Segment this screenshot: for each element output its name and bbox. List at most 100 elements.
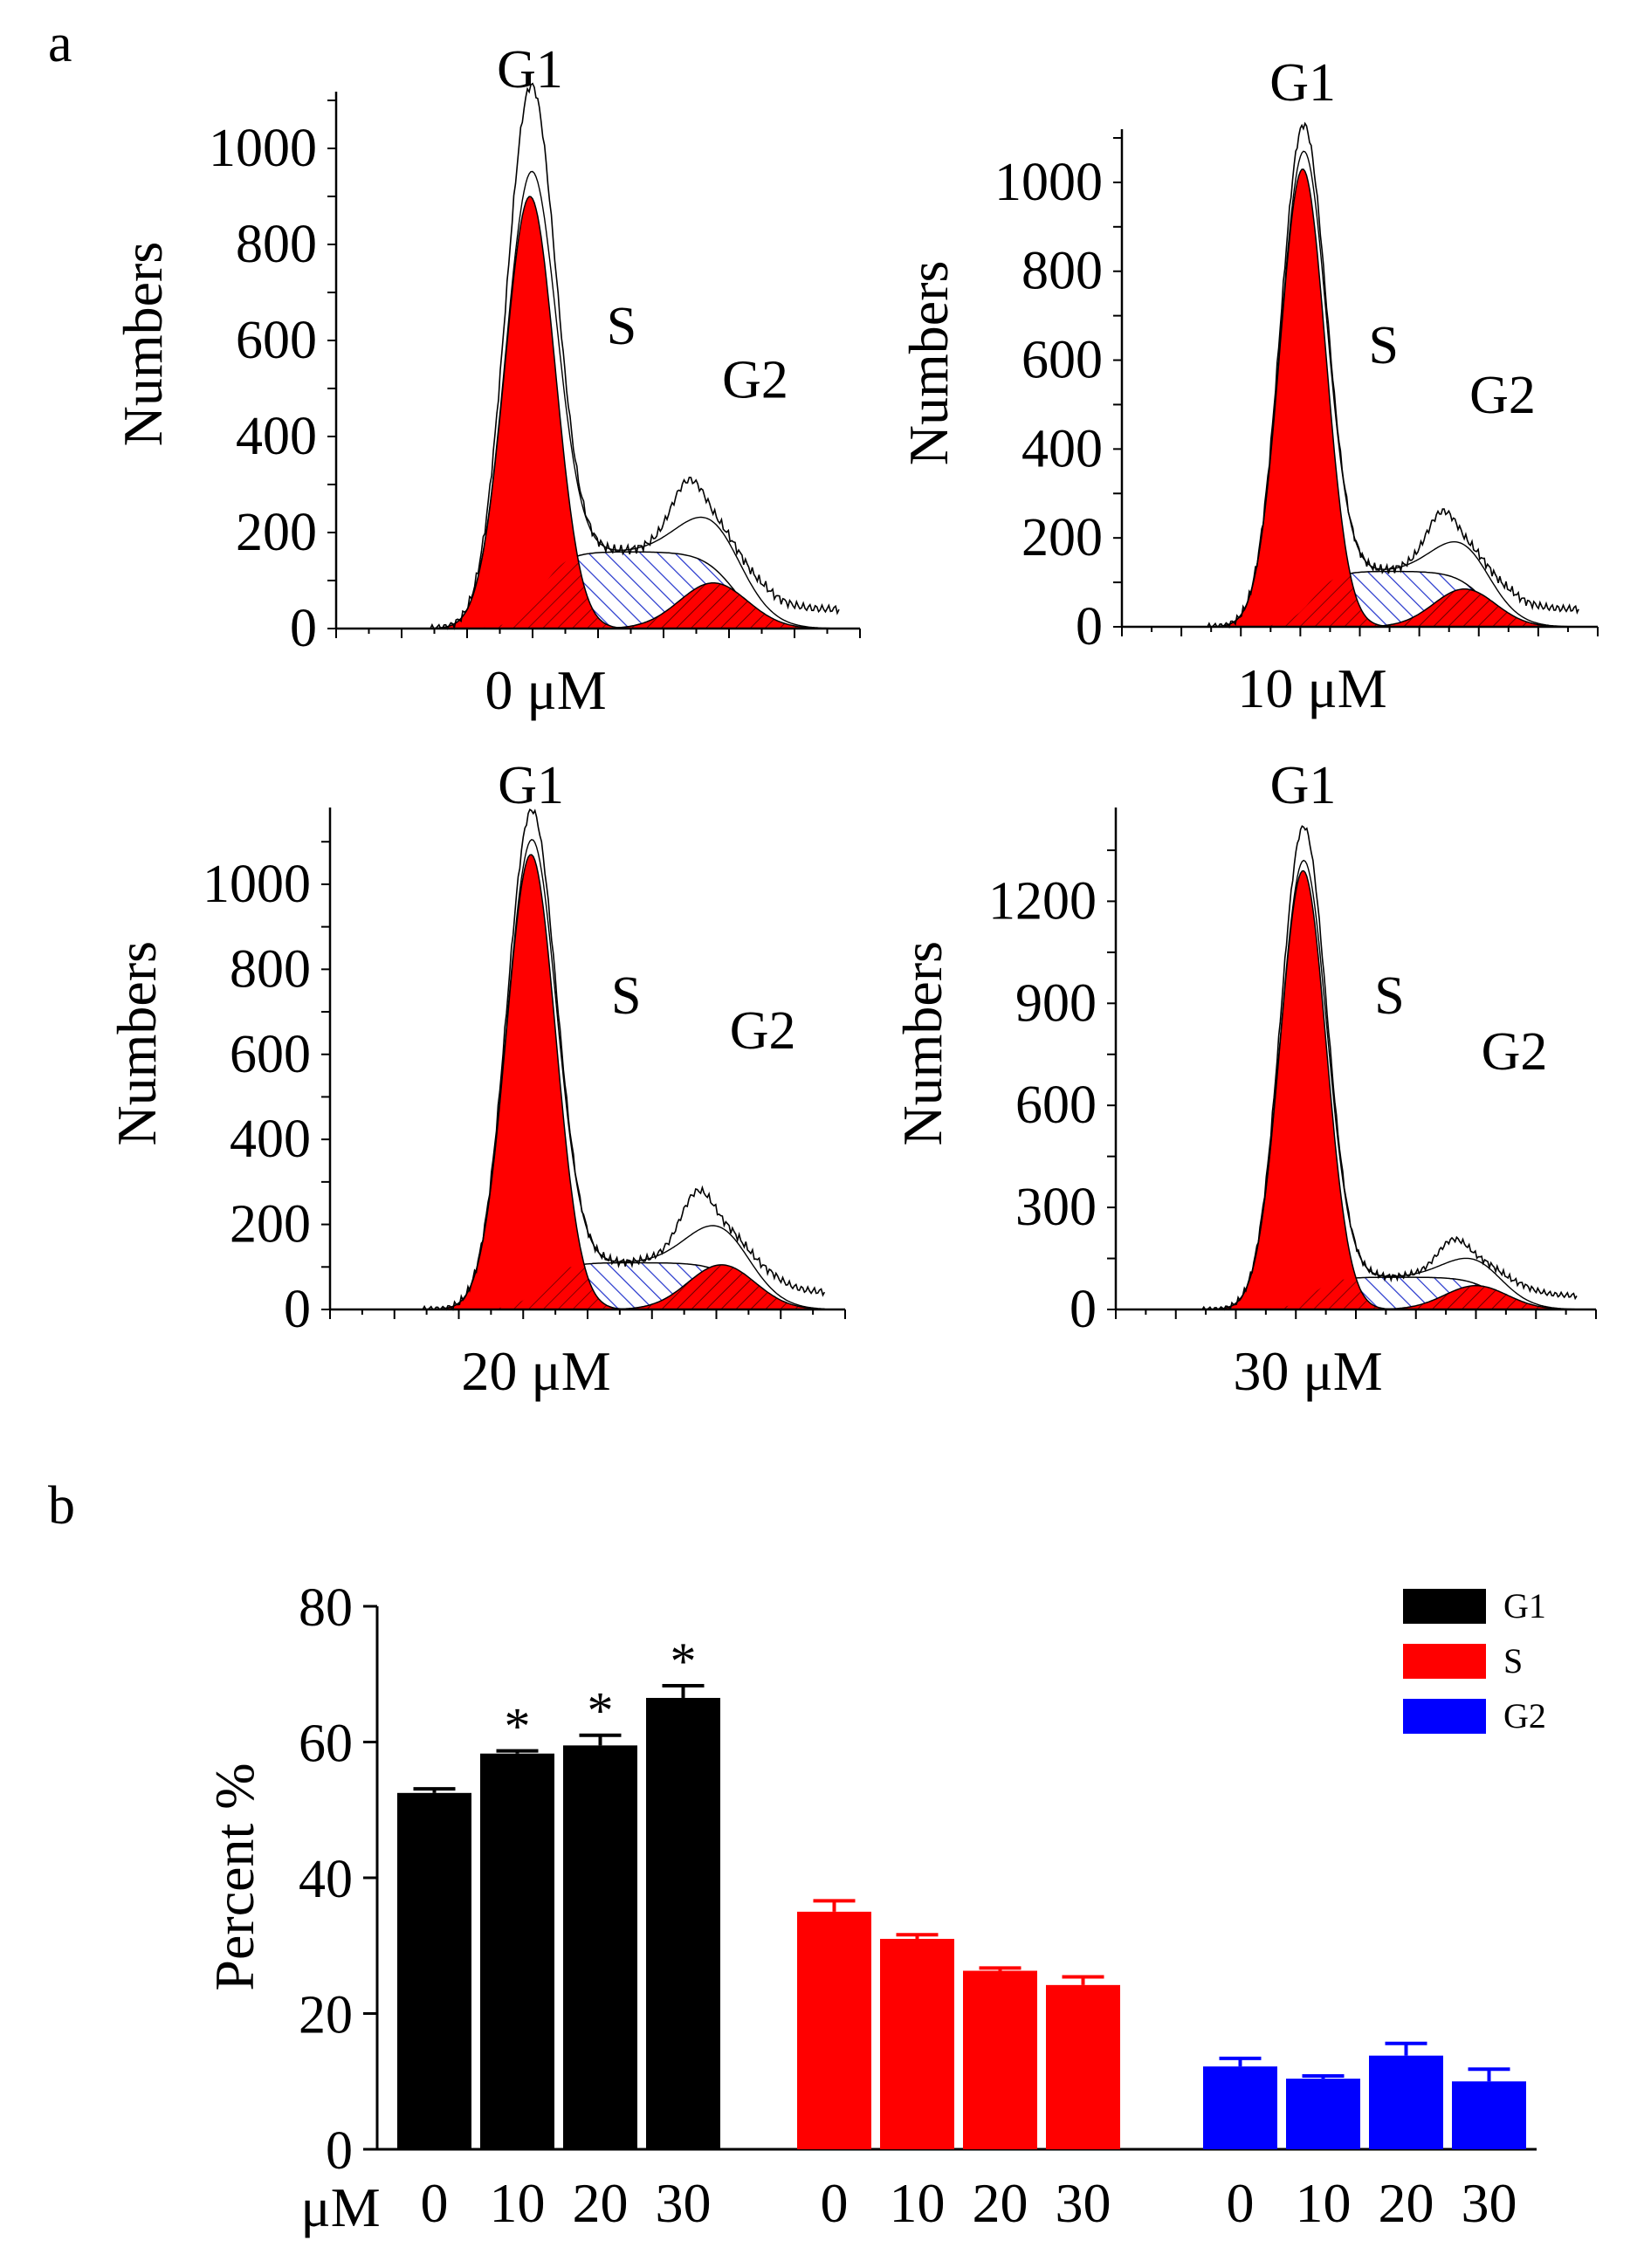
significance-star: * xyxy=(505,1698,531,1756)
histogram-panel-0: 0 200 400 600 800 1000 Numbers G1 S G2 0 μM xyxy=(112,40,861,721)
histogram-panel-3: 0 300 600 900 1200 Numbers G1 S G2 30 μM xyxy=(891,756,1597,1402)
bar-g2-0 xyxy=(1203,2066,1277,2149)
peak-label-g1: G1 xyxy=(1269,53,1336,113)
x-category-label: 20 xyxy=(1379,2172,1434,2234)
y-tick-label: 0 xyxy=(1076,597,1103,656)
y-tick-label: 0 xyxy=(290,599,317,658)
x-category-label: 10 xyxy=(1296,2172,1352,2234)
legend-swatch-s xyxy=(1403,1644,1486,1679)
peak-label-g2: G2 xyxy=(722,351,788,410)
y-tick-label: 600 xyxy=(236,311,317,370)
bar-s-10 xyxy=(880,1938,954,2149)
bar-y-tick-label: 80 xyxy=(299,1578,353,1638)
peak-label-g1: G1 xyxy=(1270,756,1337,815)
y-axis-title: Numbers xyxy=(898,261,960,466)
peak-label-g2: G2 xyxy=(1469,366,1536,425)
y-tick-label: 800 xyxy=(236,215,317,274)
y-tick-label: 600 xyxy=(1021,331,1103,390)
y-axis-title: Numbers xyxy=(106,941,168,1146)
y-tick-label: 200 xyxy=(1021,508,1103,567)
legend-label-g2: G2 xyxy=(1503,1696,1546,1735)
bar-g1-20 xyxy=(563,1745,637,2149)
x-category-label: 0 xyxy=(821,2172,849,2234)
significance-star: * xyxy=(671,1632,697,1690)
bar-g1-30 xyxy=(646,1697,720,2149)
y-tick-label: 0 xyxy=(284,1280,311,1339)
y-tick-label: 400 xyxy=(236,407,317,466)
x-category-label: 0 xyxy=(1227,2172,1255,2234)
bar-g1-0 xyxy=(397,1792,471,2149)
bar-g2-20 xyxy=(1369,2055,1443,2149)
g1-s-overlap-hatch xyxy=(430,556,839,629)
y-tick-label: 1200 xyxy=(988,871,1097,931)
y-tick-label: 600 xyxy=(230,1025,311,1084)
peak-label-g1: G1 xyxy=(497,40,563,100)
histogram-panel-1: 0 200 400 600 800 1000 Numbers G1 S G2 10 μM xyxy=(898,53,1599,719)
legend-label-s: S xyxy=(1503,1641,1523,1680)
x-axis-unit-label: μM xyxy=(300,2176,380,2238)
bar-s-20 xyxy=(963,1970,1037,2149)
x-category-label: 10 xyxy=(890,2172,946,2234)
y-axis-title: Numbers xyxy=(112,242,174,447)
significance-star: * xyxy=(588,1682,614,1740)
peak-label-s: S xyxy=(611,966,641,1026)
bar-y-tick-label: 0 xyxy=(326,2121,353,2181)
g2-phase-hatch xyxy=(423,1264,825,1309)
g2-phase-hatch xyxy=(1207,588,1579,627)
histogram-panel-2: 0 200 400 600 800 1000 Numbers G1 S G2 20 μM xyxy=(106,756,846,1402)
y-tick-label: 400 xyxy=(1021,419,1103,478)
bar-s-30 xyxy=(1046,1984,1120,2149)
raw-histogram-line xyxy=(1201,825,1578,1311)
x-category-label: 30 xyxy=(1462,2172,1517,2234)
dose-label: 30 μM xyxy=(1233,1340,1382,1402)
x-category-label: 0 xyxy=(421,2172,449,2234)
peak-label-g1: G1 xyxy=(498,756,564,815)
bar-g2-30 xyxy=(1452,2081,1526,2149)
x-category-label: 30 xyxy=(1056,2172,1111,2234)
raw-histogram-line xyxy=(430,82,840,630)
bar-g2-10 xyxy=(1286,2079,1360,2149)
y-tick-label: 200 xyxy=(236,503,317,562)
panel-a-label: a xyxy=(48,14,72,73)
x-category-label: 10 xyxy=(490,2172,546,2234)
y-axis-title: Numbers xyxy=(891,941,953,1146)
peak-label-s: S xyxy=(1374,966,1404,1026)
y-tick-label: 600 xyxy=(1015,1076,1097,1135)
g2-phase-hatch xyxy=(430,582,839,629)
legend-swatch-g1 xyxy=(1403,1589,1486,1624)
histogram-panels: 0 200 400 600 800 1000 Numbers G1 S G2 0 μM 0 200 400… xyxy=(106,40,1599,1402)
y-tick-label: 900 xyxy=(1015,973,1097,1033)
peak-label-g2: G2 xyxy=(730,1001,796,1061)
bar-y-tick-label: 20 xyxy=(299,1986,353,2045)
y-tick-label: 800 xyxy=(230,939,311,999)
x-category-label: 20 xyxy=(973,2172,1028,2234)
panel-b-label: b xyxy=(48,1476,75,1536)
g2-phase-hatch xyxy=(1202,1285,1577,1309)
bar-g1-10 xyxy=(480,1753,554,2149)
legend-label-g1: G1 xyxy=(1503,1586,1546,1625)
legend-swatch-g2 xyxy=(1403,1699,1486,1734)
y-tick-label: 1000 xyxy=(203,855,311,914)
x-category-label: 20 xyxy=(573,2172,629,2234)
y-tick-label: 1000 xyxy=(209,119,317,178)
peak-label-s: S xyxy=(1369,316,1399,375)
bar-s-0 xyxy=(797,1911,871,2149)
x-category-label: 30 xyxy=(656,2172,712,2234)
bar-y-axis-title: Percent % xyxy=(203,1763,265,1990)
bar-y-tick-label: 40 xyxy=(299,1850,353,1909)
y-tick-label: 0 xyxy=(1070,1280,1097,1339)
y-tick-label: 400 xyxy=(230,1110,311,1169)
raw-histogram-line xyxy=(422,808,826,1311)
peak-label-s: S xyxy=(607,297,636,356)
peak-label-g2: G2 xyxy=(1482,1022,1548,1082)
raw-histogram-line xyxy=(1207,121,1579,629)
dose-label: 10 μM xyxy=(1237,657,1386,719)
g1-s-overlap-hatch xyxy=(1207,574,1579,627)
y-tick-label: 200 xyxy=(230,1195,311,1254)
y-tick-label: 800 xyxy=(1021,242,1103,301)
bar-chart-panel: 0 20 40 60 80 Percent % 0 * 10 * 20 * 30 0 10 20 30 0 10 20… xyxy=(203,1578,1546,2238)
bar-y-tick-label: 60 xyxy=(299,1715,353,1774)
dose-label: 20 μM xyxy=(461,1340,610,1402)
y-tick-label: 300 xyxy=(1015,1178,1097,1237)
